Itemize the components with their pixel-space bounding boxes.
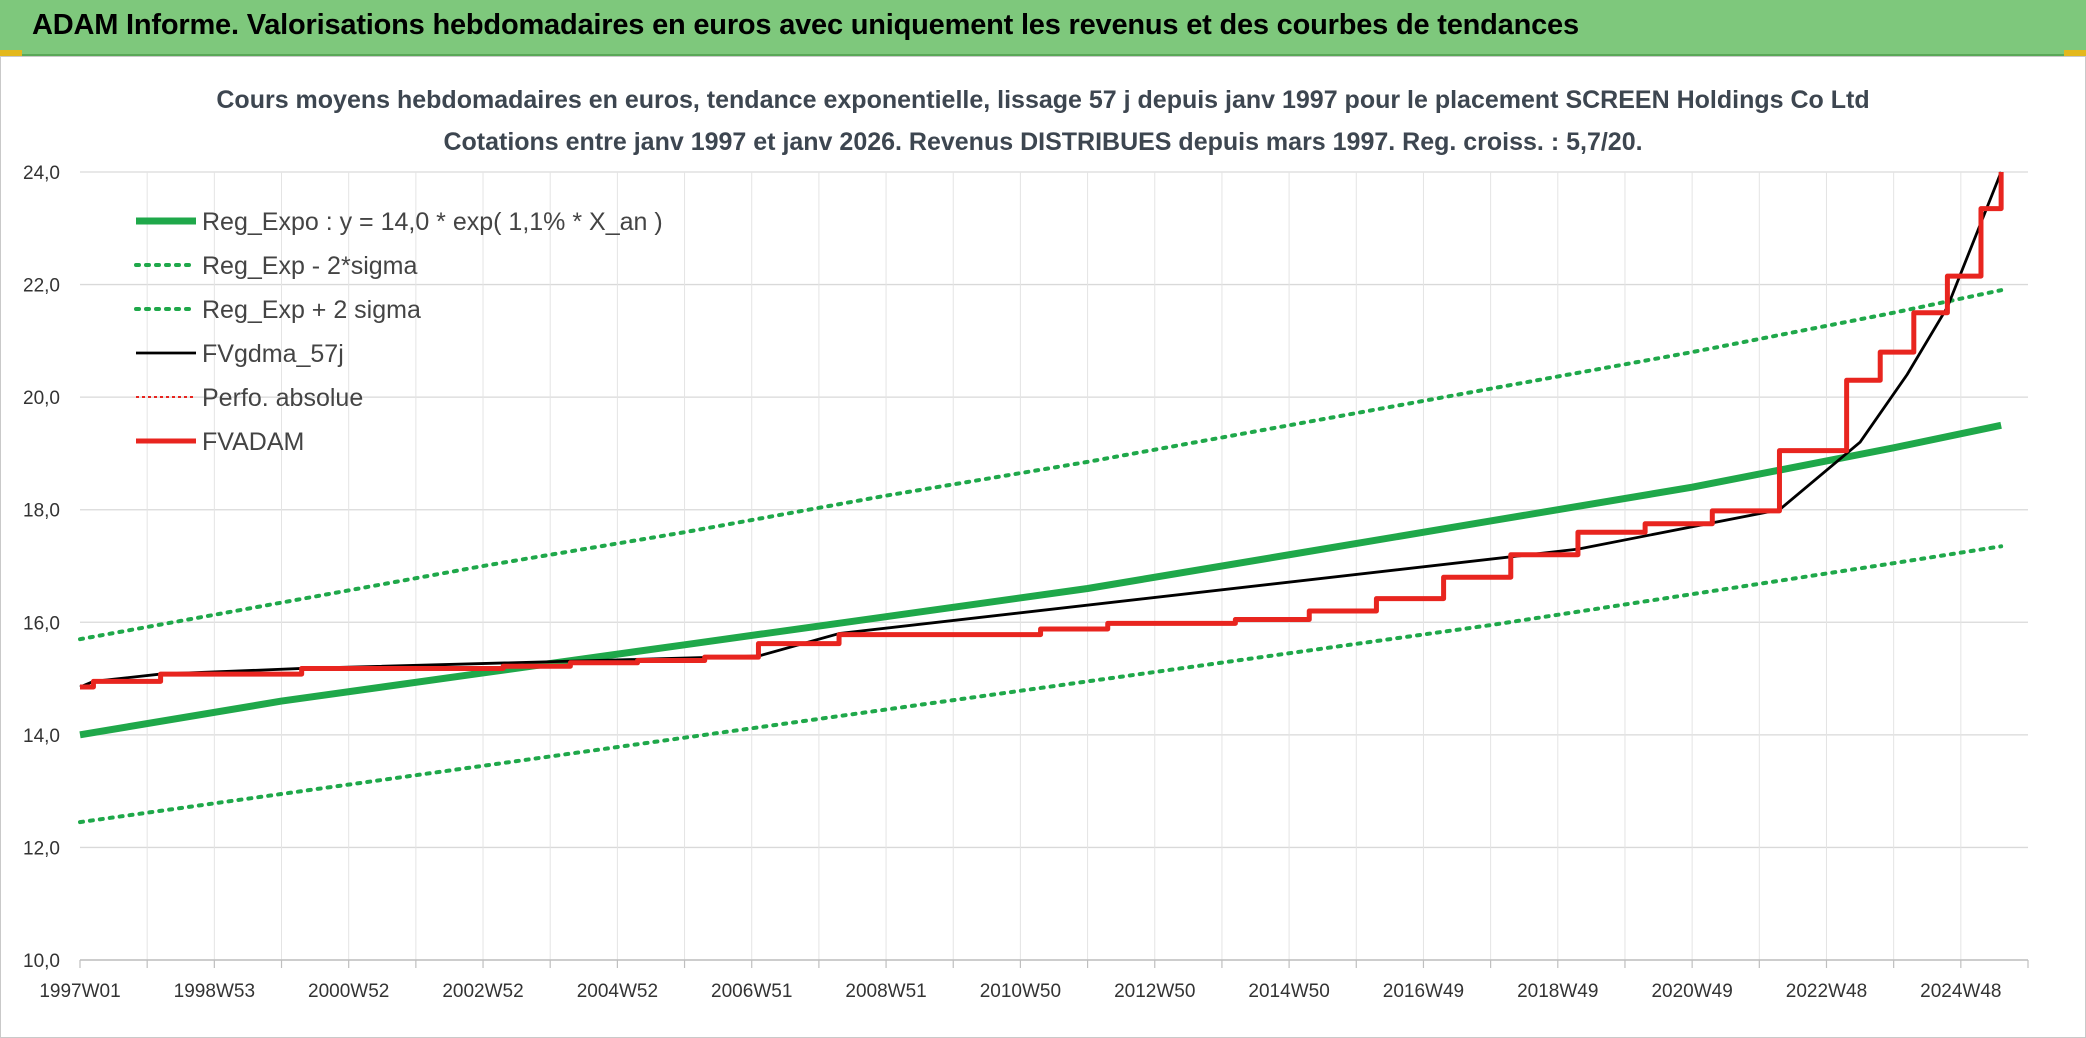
y-tick-label: 16,0 <box>23 613 60 634</box>
axes: 10,0 12,0 14,0 16,0 18,0 20,0 22,0 24,0 1997W01 1… <box>23 163 2029 1002</box>
legend-label: FVgdma_57j <box>202 340 344 368</box>
x-tick-label: 2014W50 <box>1248 981 1329 1002</box>
banner-title: ADAM Informe. Valorisations hebdomadaire… <box>32 9 1579 41</box>
x-tick-label: 2012W50 <box>1114 981 1195 1002</box>
series-line-1 <box>78 544 2004 825</box>
x-tick-label: 2010W50 <box>980 981 1061 1002</box>
series-layer <box>78 171 2004 825</box>
y-tick-label: 22,0 <box>23 276 60 297</box>
legend-label: Perfo. absolue <box>202 384 363 412</box>
corner-marker-left <box>0 50 22 56</box>
corner-marker-right <box>2064 50 2086 56</box>
x-tick-label: 2022W48 <box>1786 981 1867 1002</box>
y-tick-label: 10,0 <box>23 951 60 972</box>
x-tick-label: 2018W49 <box>1517 981 1598 1002</box>
x-tick-label: 2016W49 <box>1383 981 1464 1002</box>
series-line-0 <box>79 421 2002 739</box>
x-tick-label: 2008W51 <box>845 981 926 1002</box>
legend: Reg_Expo : y = 14,0 * exp( 1,1% * X_an )… <box>134 208 663 456</box>
series-line-3 <box>79 171 2003 689</box>
report-banner: ADAM Informe. Valorisations hebdomadaire… <box>0 0 2086 56</box>
legend-label: FVADAM <box>202 428 304 456</box>
y-tick-label: 14,0 <box>23 726 60 747</box>
y-tick-label: 20,0 <box>23 388 60 409</box>
legend-label: Reg_Exp + 2 sigma <box>202 296 421 324</box>
x-tick-label: 2006W51 <box>711 981 792 1002</box>
x-tick-label: 2004W52 <box>577 981 658 1002</box>
x-tick-label: 2002W52 <box>442 981 523 1002</box>
x-tick-label: 2024W48 <box>1920 981 2001 1002</box>
legend-label: Reg_Expo : y = 14,0 * exp( 1,1% * X_an ) <box>202 208 663 236</box>
y-tick-label: 18,0 <box>23 501 60 522</box>
legend-label: Reg_Exp - 2*sigma <box>202 252 417 280</box>
x-tick-label: 2000W52 <box>308 981 389 1002</box>
series-line-5 <box>80 172 2004 690</box>
chart-title: Cours moyens hebdomadaires en euros, ten… <box>216 86 1869 114</box>
x-tick-label: 1998W53 <box>174 981 255 1002</box>
y-tick-label: 24,0 <box>23 163 60 184</box>
chart-subtitle: Cotations entre janv 1997 et janv 2026. … <box>443 128 1642 156</box>
x-tick-label: 2020W49 <box>1651 981 1732 1002</box>
x-tick-label: 1997W01 <box>39 981 120 1002</box>
gridlines <box>80 171 2028 961</box>
y-tick-label: 12,0 <box>23 838 60 859</box>
series-line-2 <box>78 288 2004 642</box>
